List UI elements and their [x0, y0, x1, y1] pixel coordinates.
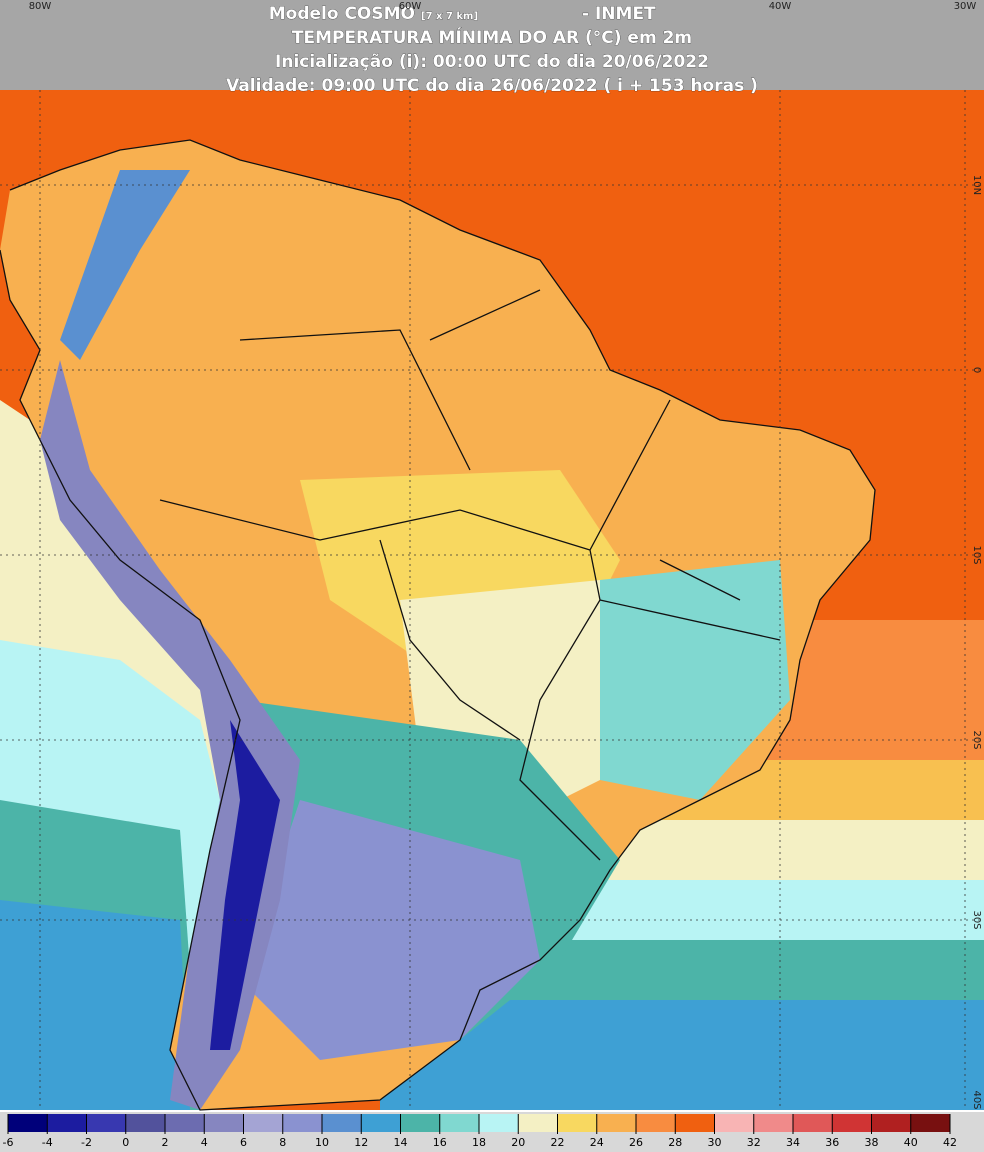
colorbar-swatch: [282, 1114, 322, 1132]
colorbar-label: 4: [201, 1136, 208, 1149]
colorbar-swatch: [753, 1114, 793, 1132]
colorbar-label: 32: [747, 1136, 761, 1149]
colorbar-label: 40: [904, 1136, 918, 1149]
colorbar-swatch: [165, 1114, 205, 1132]
colorbar-swatch: [675, 1114, 715, 1132]
longitude-label: 80W: [29, 1, 52, 12]
colorbar-label: 20: [511, 1136, 525, 1149]
colorbar-label: 14: [394, 1136, 408, 1149]
colorbar-label: 42: [943, 1136, 957, 1149]
graticule: [0, 0, 984, 1110]
colorbar-swatch: [479, 1114, 519, 1132]
model: Modelo COSMO: [269, 4, 415, 24]
header-bg: [0, 0, 984, 90]
colorbar-swatch: [557, 1114, 597, 1132]
source: - INMET: [582, 4, 656, 24]
andes-peak: [210, 720, 280, 1050]
latitude-label: 40S: [971, 1090, 982, 1109]
colorbar-swatch: [518, 1114, 558, 1132]
longitude-label: 40W: [769, 1, 792, 12]
colorbar-swatch: [243, 1114, 283, 1132]
colorbar-label: 38: [865, 1136, 879, 1149]
colorbar-label: 24: [590, 1136, 604, 1149]
borders: [159, 289, 781, 861]
colorbar-swatch: [871, 1114, 911, 1132]
andes-north: [60, 170, 190, 360]
colorbar-label: 12: [354, 1136, 368, 1149]
longitude-label: 60W: [399, 1, 422, 12]
title: TEMPERATURA MÍNIMA DO AR (°C) em 2m: [292, 26, 692, 48]
colorbar-swatch: [832, 1114, 872, 1132]
colorbar-swatch: [439, 1114, 479, 1132]
colorbar-swatch: [793, 1114, 833, 1132]
longitude-label: 30W: [954, 1, 977, 12]
colorbar-swatch: [8, 1114, 48, 1132]
colorbar-label: 6: [240, 1136, 247, 1149]
colorbar-swatch: [125, 1114, 165, 1132]
colorbar-label: 2: [162, 1136, 169, 1149]
colorbar-swatch: [636, 1114, 676, 1132]
colorbar-label: 16: [433, 1136, 447, 1149]
colorbar-swatch: [596, 1114, 636, 1132]
coastline: [0, 139, 876, 1111]
colorbar-swatch: [322, 1114, 362, 1132]
colorbar-swatch: [910, 1114, 950, 1132]
region: [600, 560, 790, 800]
colorbar-label: -4: [42, 1136, 53, 1149]
colorbar-label: -6: [3, 1136, 14, 1149]
latitude-label: 0: [971, 367, 982, 373]
colorbar-swatch: [47, 1114, 87, 1132]
colorbar-swatch: [400, 1114, 440, 1132]
colorbar-swatch: [204, 1114, 244, 1132]
colorbar-label: 0: [122, 1136, 129, 1149]
latitude-label: 30S: [971, 910, 982, 929]
colorbar-label: 26: [629, 1136, 643, 1149]
colorbar-swatch: [86, 1114, 126, 1132]
colorbar-label: 30: [708, 1136, 722, 1149]
latitude-label: 10S: [971, 545, 982, 564]
resolution: [7 x 7 km]: [421, 11, 478, 22]
colorbar-label: -2: [81, 1136, 92, 1149]
region: [240, 800, 540, 1060]
colorbar-swatch: [361, 1114, 401, 1132]
colorbar-label: 18: [472, 1136, 486, 1149]
colorbar-label: 10: [315, 1136, 329, 1149]
colorbar-label: 36: [825, 1136, 839, 1149]
pacific: [0, 900, 190, 1110]
colorbar-label: 28: [668, 1136, 682, 1149]
init-time: Inicialização (i): 00:00 UTC do dia 20/0…: [275, 52, 709, 72]
band: [540, 880, 984, 940]
colorbar-label: 8: [279, 1136, 286, 1149]
colorbar-label: 22: [551, 1136, 565, 1149]
latitude-label: 20S: [971, 730, 982, 749]
colorbar-swatch: [714, 1114, 754, 1132]
colorbar-label: 34: [786, 1136, 800, 1149]
latitude-label: 10N: [971, 175, 982, 195]
valid-time: Validade: 09:00 UTC do dia 26/06/2022 ( …: [226, 76, 758, 96]
